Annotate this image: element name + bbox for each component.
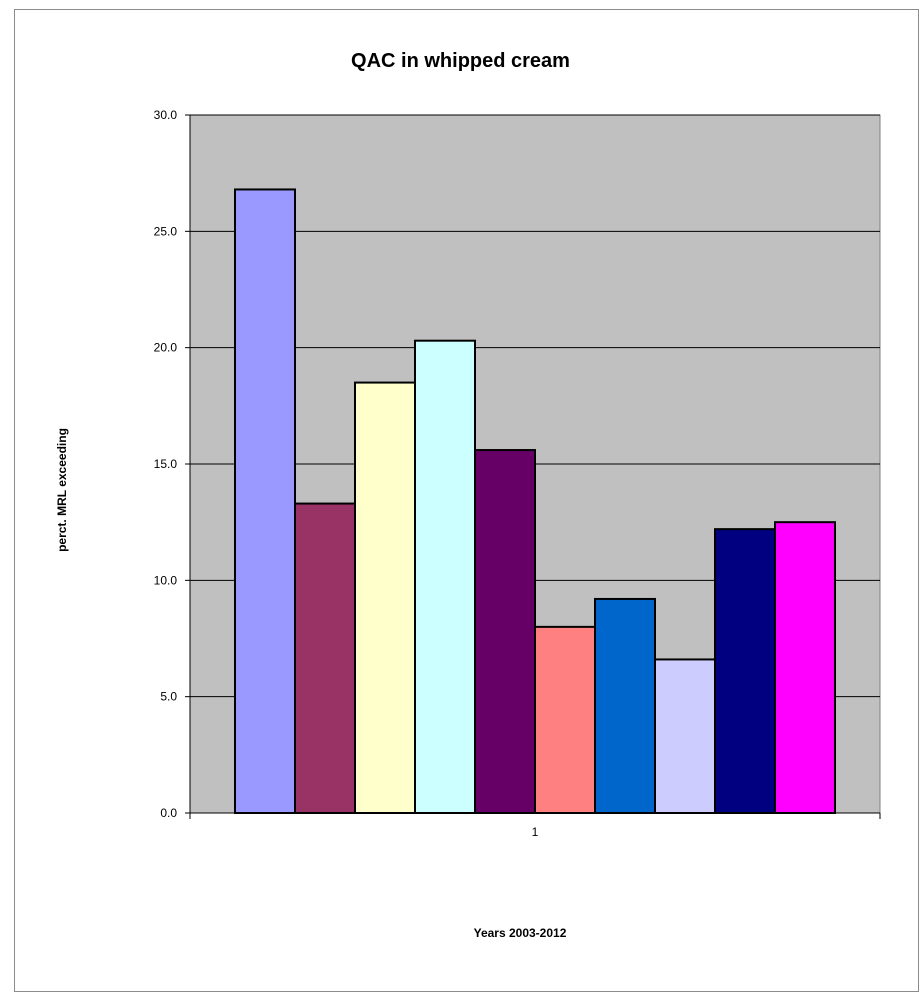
bars-group <box>234 188 836 815</box>
y-tick-label: 20.0 <box>154 341 178 355</box>
y-tick-label: 25.0 <box>154 224 178 238</box>
y-tick-label: 0.0 <box>160 806 177 820</box>
bar <box>474 449 536 814</box>
axes-group: 0.0 5.0 10.0 15.0 20.0 25.0 30.0 1 <box>154 108 881 839</box>
bar <box>414 339 476 814</box>
x-axis-label: Years 2003-2012 <box>473 926 567 940</box>
bar <box>534 625 596 814</box>
bar <box>594 597 656 814</box>
chart-title: QAC in whipped cream <box>351 50 570 72</box>
y-tick-label: 10.0 <box>154 573 178 587</box>
x-tick-label: 1 <box>532 825 539 839</box>
bar <box>354 381 416 814</box>
y-tick-label: 30.0 <box>154 108 178 122</box>
bar <box>774 521 836 815</box>
bar <box>294 502 356 814</box>
y-tick-label: 15.0 <box>154 457 178 471</box>
bar <box>654 658 716 814</box>
bar <box>234 188 296 815</box>
y-tick-label: 5.0 <box>160 690 177 704</box>
bar <box>714 528 776 814</box>
